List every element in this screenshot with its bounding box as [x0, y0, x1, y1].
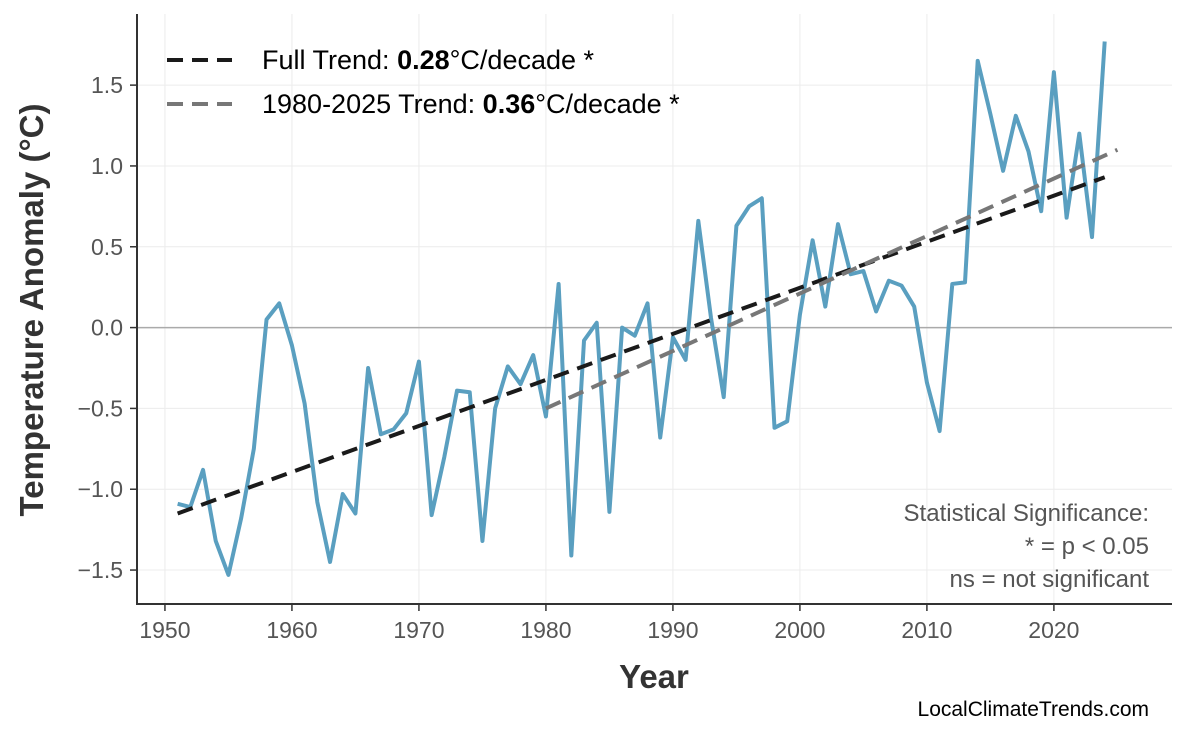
x-tick-label: 1970: [393, 617, 444, 643]
credit: LocalClimateTrends.com: [918, 698, 1149, 721]
x-tick-label: 1950: [139, 617, 190, 643]
ticks: 1950 1960 1970 1980 1990 2000 2010 2020 −1.5 −1.0…: [78, 72, 1080, 643]
y-axis-label: Temperature Anomaly (°C): [13, 104, 50, 517]
y-tick-label: 0.0: [91, 315, 123, 341]
significance-ns: ns = not significant: [950, 566, 1150, 593]
legend: Full Trend: 0.28°C/decade * 1980-2025 Tr…: [167, 45, 680, 119]
significance-star: * = p < 0.05: [1025, 533, 1149, 560]
y-tick-label: −0.5: [78, 395, 123, 421]
significance-title: Statistical Significance:: [904, 500, 1149, 527]
y-tick-label: −1.0: [78, 476, 123, 502]
y-tick-label: 0.5: [91, 234, 123, 260]
recent-trend-line: [545, 147, 1119, 411]
x-tick-label: 1960: [266, 617, 317, 643]
x-tick-label: 1980: [520, 617, 571, 643]
y-tick-label: 1.0: [91, 153, 123, 179]
x-axis-label: Year: [619, 658, 689, 695]
significance-note: Statistical Significance: * = p < 0.05 n…: [904, 500, 1150, 593]
legend-label-recent: 1980-2025 Trend: 0.36°C/decade *: [262, 89, 680, 119]
full-trend-line: [176, 175, 1106, 516]
x-tick-label: 1990: [647, 617, 698, 643]
legend-label-full: Full Trend: 0.28°C/decade *: [262, 45, 595, 75]
x-tick-label: 2020: [1028, 617, 1079, 643]
y-tick-label: −1.5: [78, 557, 123, 583]
y-tick-label: 1.5: [91, 72, 123, 98]
x-tick-label: 2010: [901, 617, 952, 643]
series-line: [177, 41, 1107, 577]
axes: [136, 14, 1172, 605]
x-tick-label: 2000: [774, 617, 825, 643]
